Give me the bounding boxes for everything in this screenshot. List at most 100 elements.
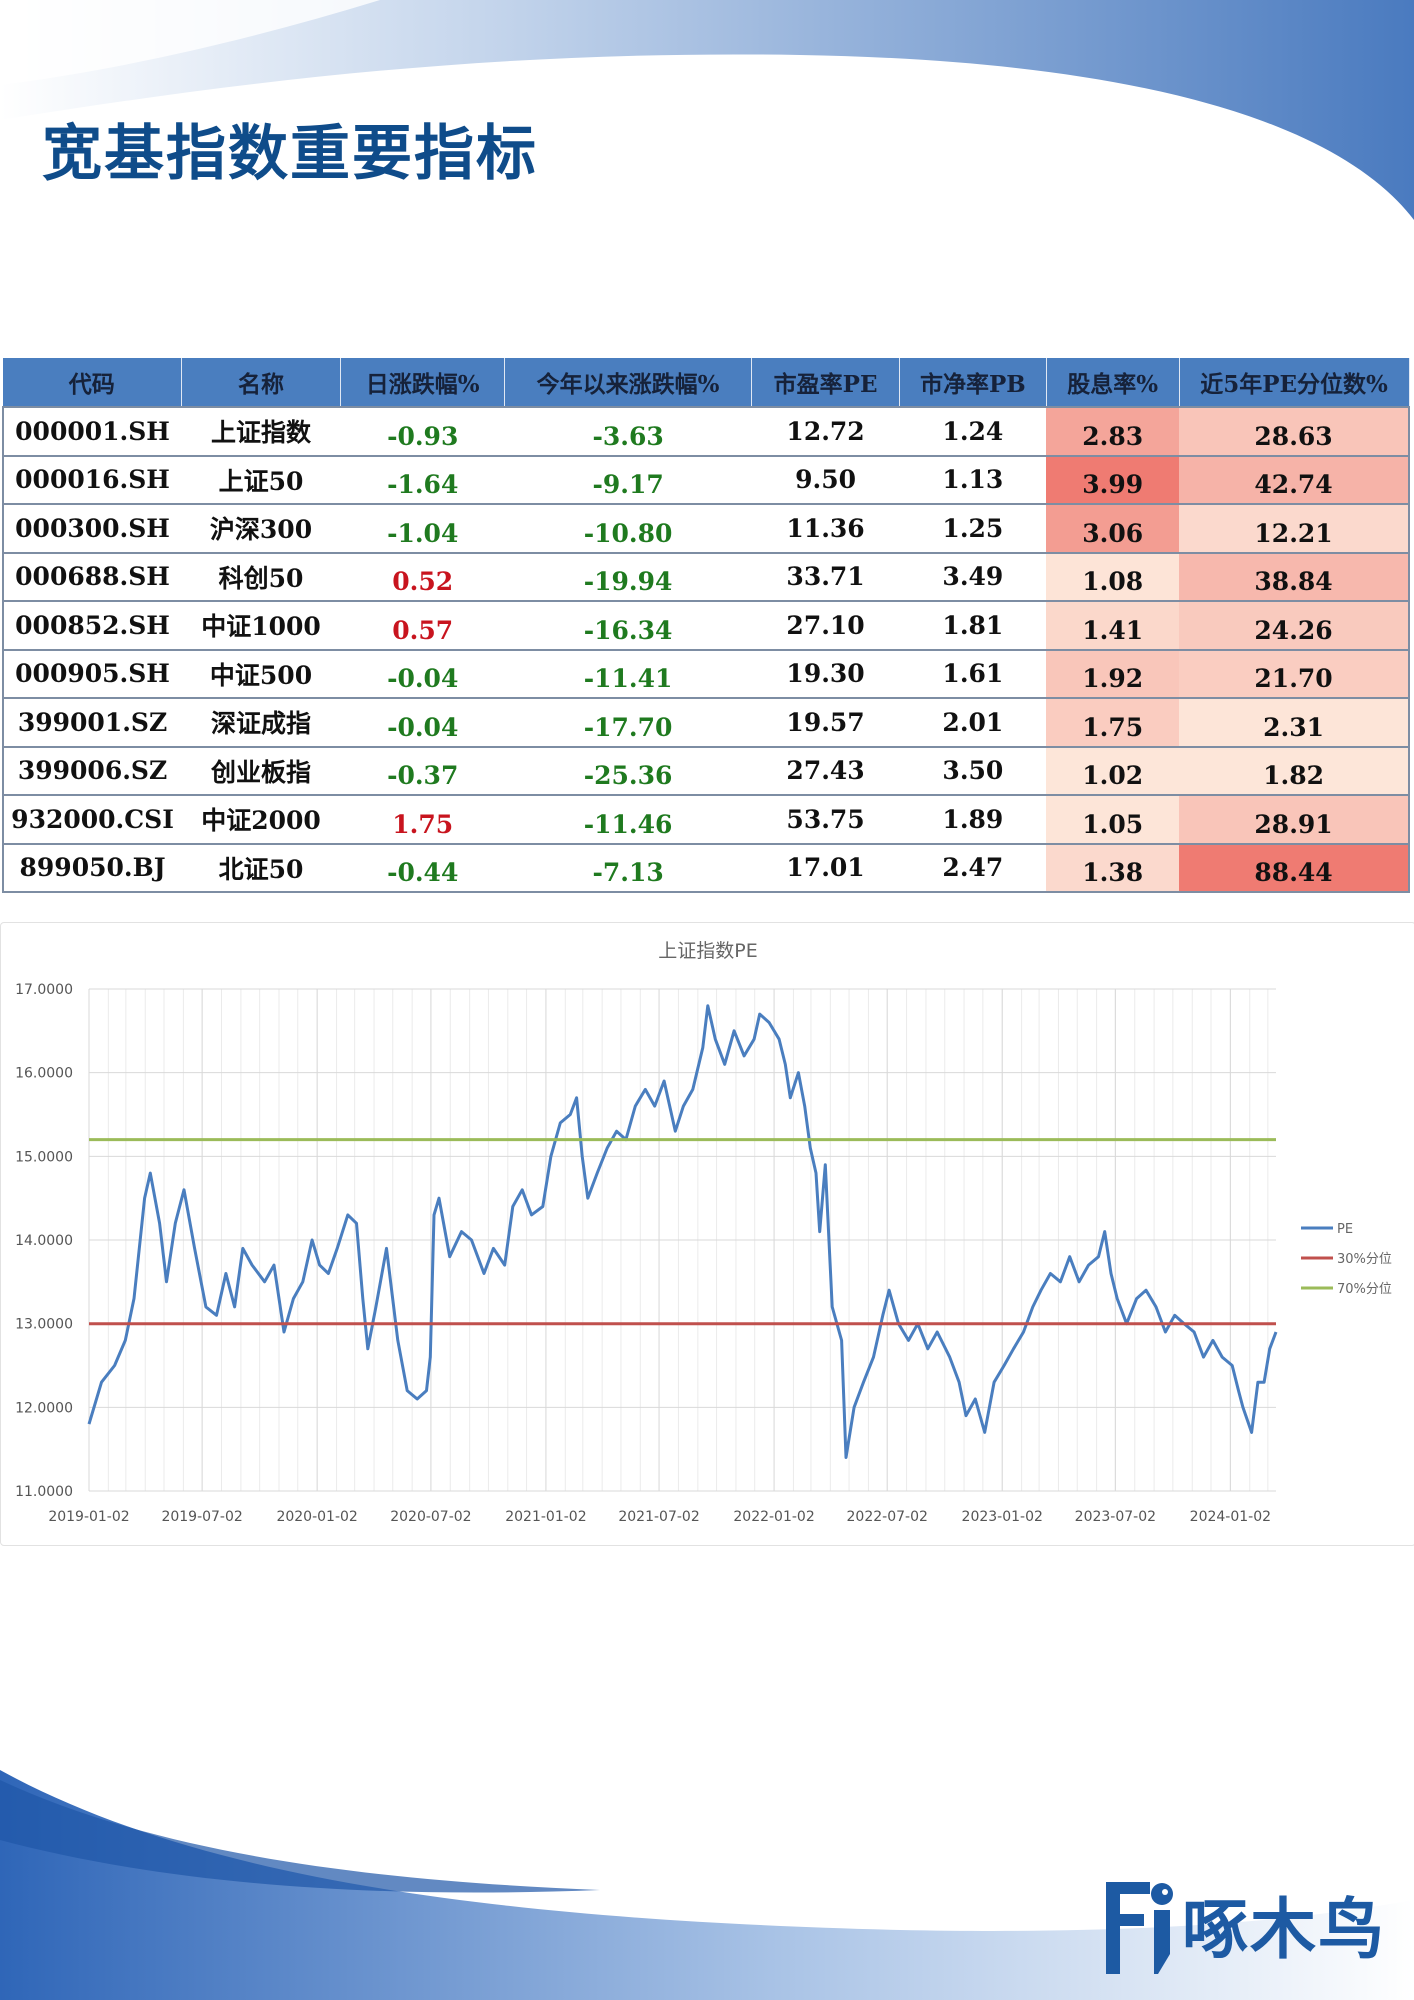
ytd-change-cell: -3.63 <box>504 406 752 456</box>
index-code: 000001.SH <box>15 416 170 446</box>
x-tick-label: 2021-01-02 <box>505 1509 586 1525</box>
ytd-change: -10.80 <box>583 518 673 548</box>
pb-value-cell: 1.89 <box>899 794 1047 844</box>
dividend-yield: 2.83 <box>1082 421 1144 451</box>
ytd-change-cell: -10.80 <box>504 503 752 553</box>
day-change: 0.52 <box>392 567 454 597</box>
pb-value: 3.49 <box>942 562 1004 592</box>
day-change-cell: 0.57 <box>340 600 505 650</box>
table-header-row: 代码 名称 日涨跌幅% 今年以来涨跌幅% 市盈率PE 市净率PB 股息率% 近5… <box>3 358 1410 407</box>
dividend-yield: 1.05 <box>1082 809 1144 839</box>
day-change: 0.57 <box>392 615 454 645</box>
day-change-cell: -0.04 <box>340 697 505 747</box>
x-tick-label: 2020-01-02 <box>276 1509 357 1525</box>
header-name: 名称 <box>181 358 342 407</box>
pe-percentile-cell: 2.31 <box>1179 697 1410 747</box>
index-code-cell: 000016.SH <box>1 454 182 504</box>
day-change-cell: -0.93 <box>340 406 505 456</box>
day-change: -0.93 <box>387 421 459 451</box>
dividend-yield-cell: 3.99 <box>1046 454 1180 504</box>
header-pb: 市净率PB <box>899 358 1047 407</box>
pe-value: 33.71 <box>786 562 865 592</box>
table-row: 000688.SH 科创50 0.52 -19.94 33.71 3.49 1.08 38.8… <box>1 551 1410 601</box>
pe-value: 9.50 <box>795 465 857 495</box>
pe-percentile: 28.91 <box>1254 809 1333 839</box>
index-code: 000688.SH <box>15 562 170 592</box>
day-change: -0.37 <box>387 761 459 791</box>
dividend-yield-cell: 1.05 <box>1046 794 1180 844</box>
brand-name: 啄木鸟 <box>1182 1891 1386 1968</box>
ytd-change-cell: -19.94 <box>504 551 752 601</box>
pb-value-cell: 1.81 <box>899 600 1047 650</box>
pe-percentile: 88.44 <box>1254 858 1333 888</box>
pe-value: 17.01 <box>786 853 865 883</box>
pb-value: 2.01 <box>942 707 1004 737</box>
woodpecker-logo-icon <box>1106 1882 1173 1974</box>
ytd-change-cell: -25.36 <box>504 745 752 795</box>
index-code-cell: 000905.SH <box>1 648 182 698</box>
pe-percentile-cell: 24.26 <box>1179 600 1410 650</box>
header-pe-percentile: 近5年PE分位数% <box>1179 358 1410 407</box>
pb-value: 1.13 <box>942 465 1004 495</box>
table-row: 000016.SH 上证50 -1.64 -9.17 9.50 1.13 3.99 42.74 <box>1 454 1410 504</box>
pe-value: 27.10 <box>786 610 865 640</box>
index-name: 上证指数 <box>210 418 311 448</box>
y-tick-label: 16.0000 <box>15 1066 73 1082</box>
index-code-cell: 399006.SZ <box>1 745 182 795</box>
index-name-cell: 沪深300 <box>181 503 341 553</box>
header-day-change: 日涨跌幅% <box>340 358 506 407</box>
index-name-cell: 中证1000 <box>181 600 341 650</box>
ytd-change-cell: -9.17 <box>504 454 752 504</box>
legend-label: PE <box>1337 1222 1353 1237</box>
dividend-yield: 1.41 <box>1082 615 1144 645</box>
y-tick-label: 17.0000 <box>15 982 73 998</box>
y-tick-label: 15.0000 <box>15 1149 73 1165</box>
index-name-cell: 创业板指 <box>181 745 341 795</box>
dividend-yield-cell: 1.08 <box>1046 551 1180 601</box>
index-code-cell: 000300.SH <box>1 503 182 553</box>
x-tick-label: 2022-07-02 <box>847 1509 928 1525</box>
day-change-cell: -1.64 <box>340 454 505 504</box>
table-row: 000001.SH 上证指数 -0.93 -3.63 12.72 1.24 2.83 28.6… <box>1 406 1410 456</box>
pe-percentile-cell: 42.74 <box>1179 454 1410 504</box>
ytd-change-cell: -17.70 <box>504 697 752 747</box>
index-code-cell: 899050.BJ <box>1 842 182 893</box>
pe-value-cell: 19.57 <box>751 697 900 747</box>
pe-percentile-cell: 28.91 <box>1179 794 1410 844</box>
index-name: 北证50 <box>218 854 304 884</box>
ytd-change-cell: -11.46 <box>504 794 752 844</box>
dividend-yield-cell: 3.06 <box>1046 503 1180 553</box>
dividend-yield-cell: 1.92 <box>1046 648 1180 698</box>
pe-percentile-cell: 28.63 <box>1179 406 1410 456</box>
day-change: -1.64 <box>387 470 459 500</box>
day-change-cell: 1.75 <box>340 794 505 844</box>
dividend-yield: 1.08 <box>1082 567 1144 597</box>
pb-value-cell: 1.61 <box>899 648 1047 698</box>
pb-value: 3.50 <box>942 756 1004 786</box>
y-tick-label: 14.0000 <box>15 1233 73 1249</box>
pb-value-cell: 1.25 <box>899 503 1047 553</box>
dividend-yield: 1.38 <box>1082 858 1144 888</box>
index-code: 000852.SH <box>15 610 170 640</box>
header-code: 代码 <box>3 358 182 407</box>
pb-value: 1.61 <box>942 659 1004 689</box>
legend-label: 70%分位 <box>1337 1282 1392 1297</box>
index-code-cell: 000688.SH <box>1 551 182 601</box>
pe-line-chart: 11.0000 12.0000 13.0000 14.0000 15.0000 16.00… <box>15 940 1392 1525</box>
pe-value-cell: 27.43 <box>751 745 900 795</box>
ytd-change-cell: -11.41 <box>504 648 752 698</box>
pe-value-cell: 12.72 <box>751 406 900 456</box>
y-tick-label: 11.0000 <box>15 1484 73 1500</box>
pe-value-cell: 53.75 <box>751 794 900 844</box>
pe-percentile-cell: 12.21 <box>1179 503 1410 553</box>
x-tick-label: 2022-01-02 <box>733 1509 814 1525</box>
index-code-cell: 000001.SH <box>1 406 182 456</box>
day-change-cell: 0.52 <box>340 551 505 601</box>
pe-value: 19.30 <box>786 659 865 689</box>
ytd-change-cell: -16.34 <box>504 600 752 650</box>
ytd-change-cell: -7.13 <box>504 842 752 893</box>
header-ytd-change: 今年以来涨跌幅% <box>504 358 753 407</box>
table-row: 899050.BJ 北证50 -0.44 -7.13 17.01 2.47 1.38 88.4… <box>1 842 1410 893</box>
series-line-pe <box>87 1004 1278 1459</box>
